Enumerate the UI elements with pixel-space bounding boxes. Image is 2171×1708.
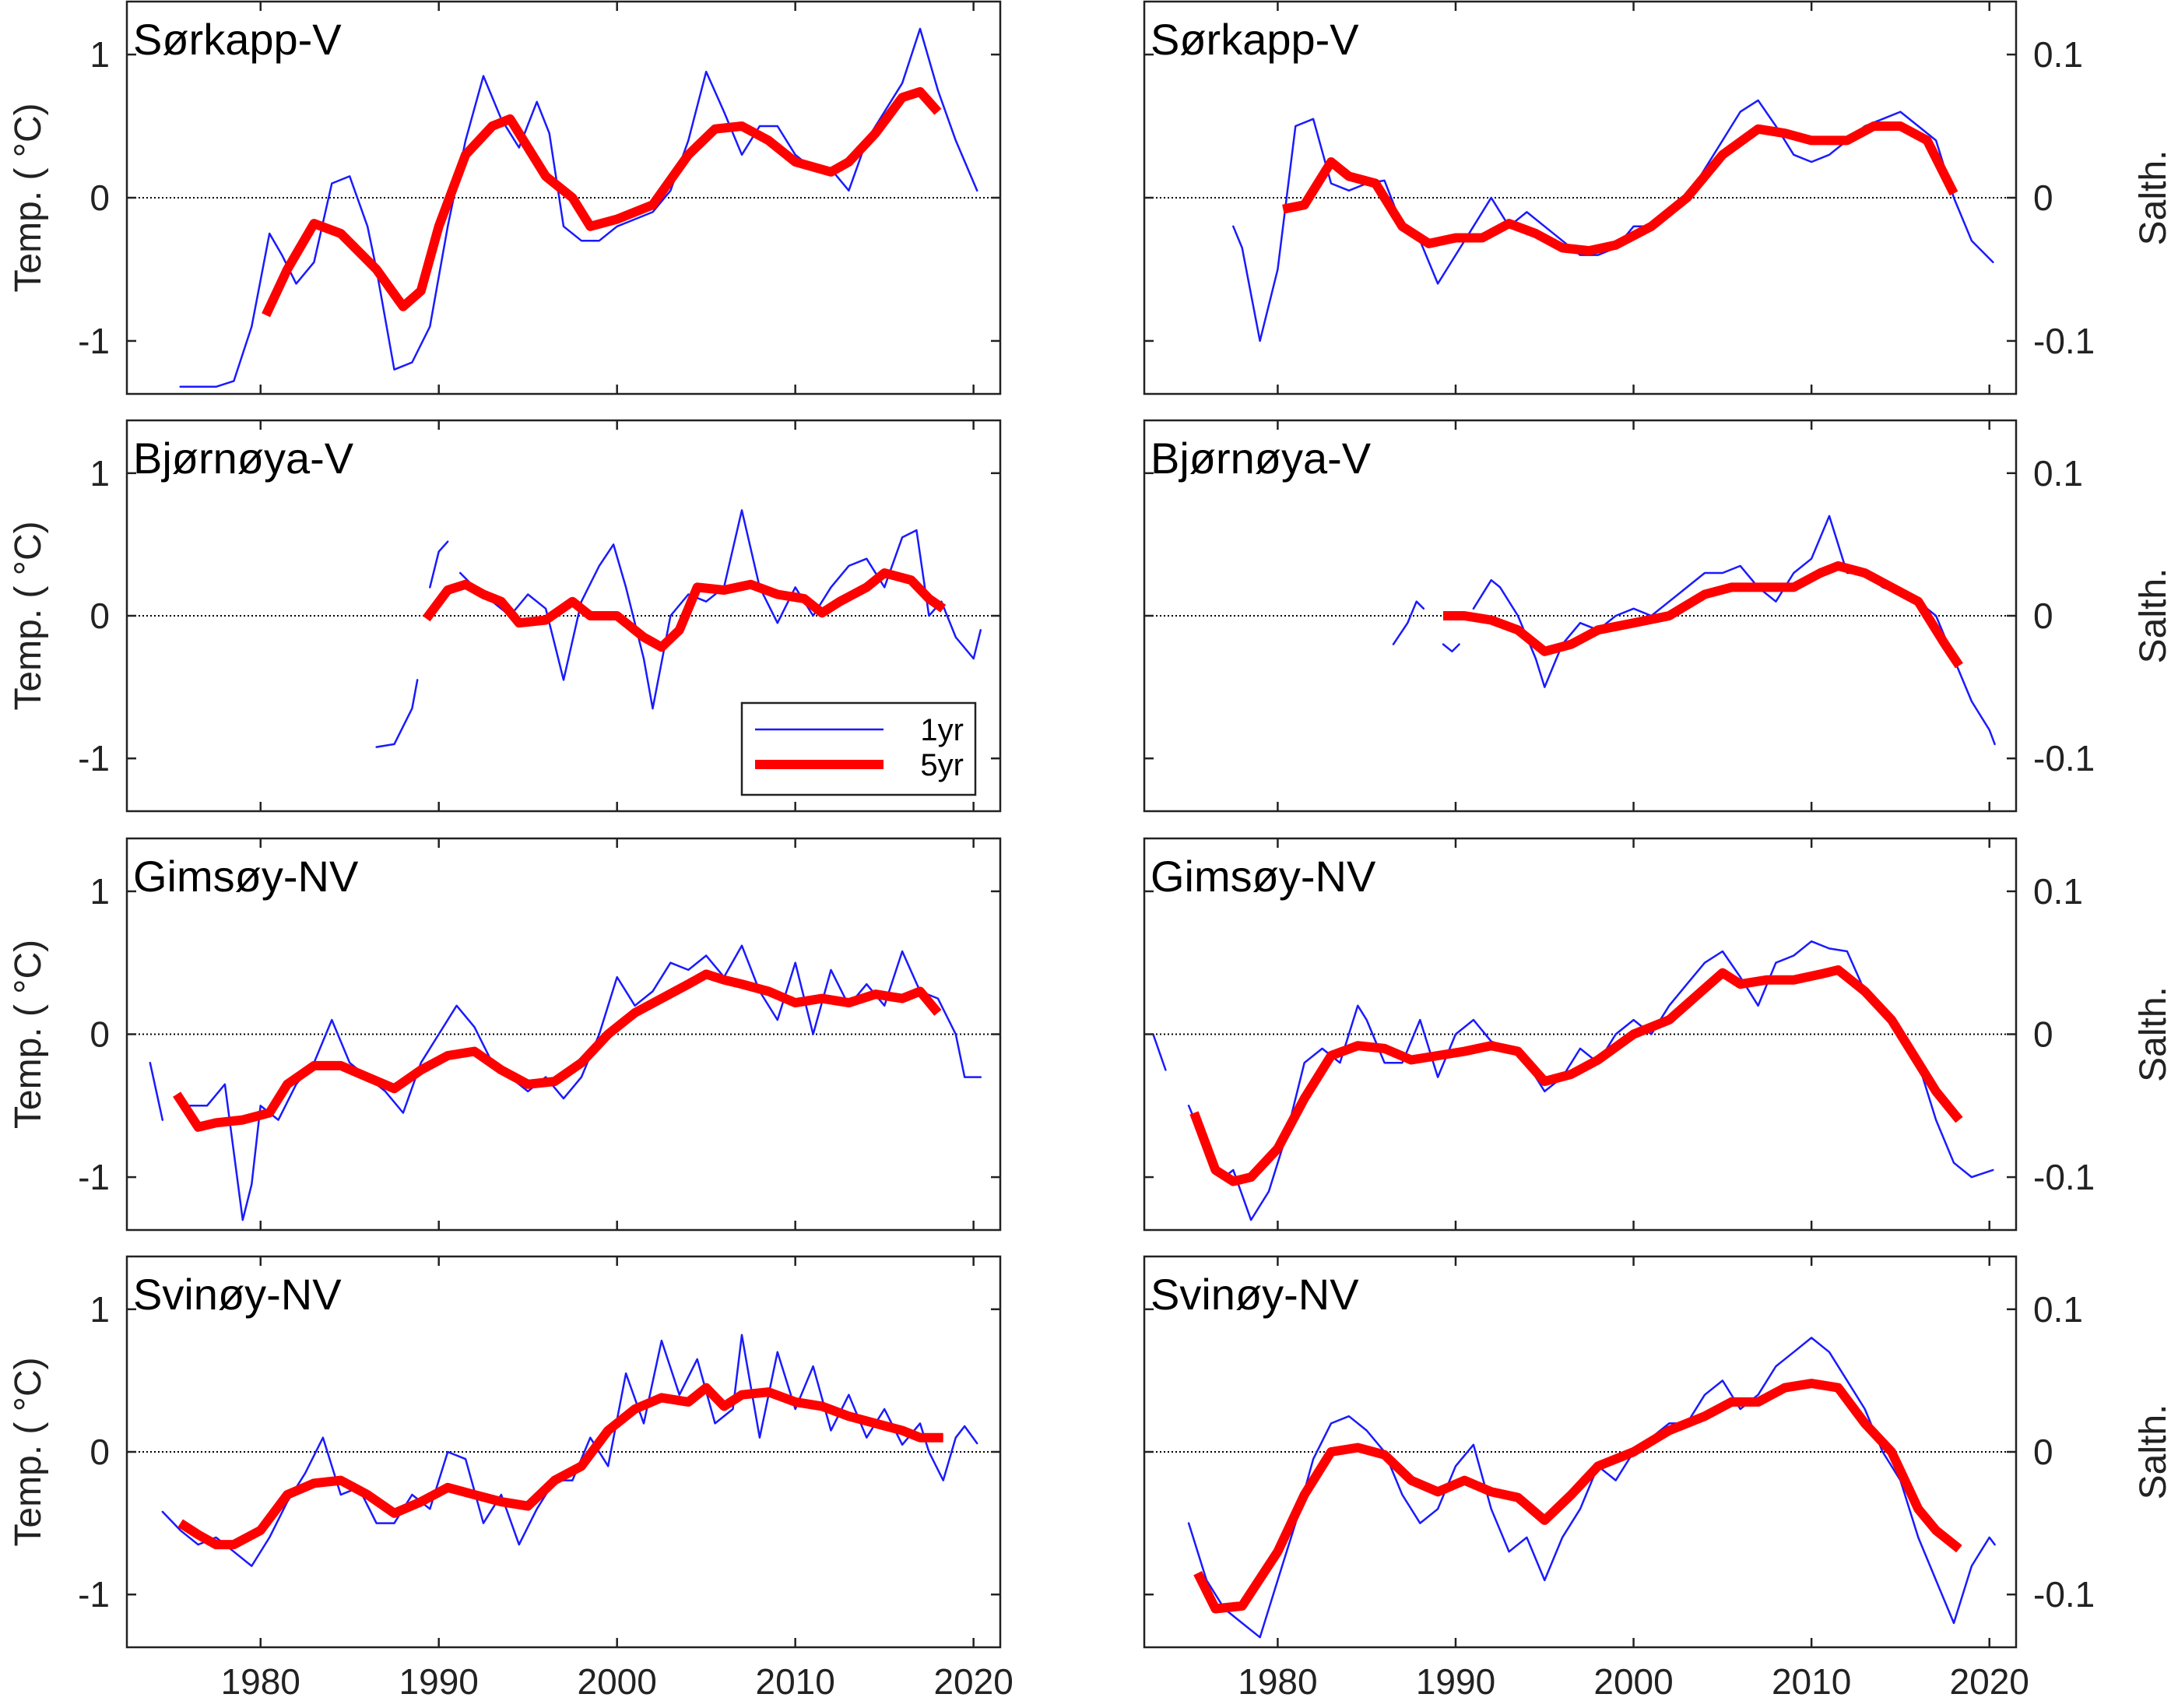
y-axis-label: Temp. ( °C)	[8, 103, 49, 292]
panel-7: 1980 1990 2000 2010 2020 -1 0 1 Temp. ( °C) Svinø…	[8, 1255, 1013, 1702]
y-axis-label: Temp. ( °C)	[8, 940, 49, 1129]
series-5yr-line	[1189, 965, 1963, 1186]
y-tick-label: 0	[2033, 1432, 2053, 1472]
series-1yr-line-1	[1152, 1033, 1167, 1071]
series-1yr-line-2	[1442, 643, 1460, 653]
y-tick-label: 0	[2033, 1014, 2053, 1055]
panel-title: Bjørnøya-V	[133, 434, 354, 483]
y-axis-label: Salth.	[2133, 150, 2171, 246]
x-tick-label: 2000	[1593, 1661, 1673, 1702]
y-axis-label: Salth.	[2133, 568, 2171, 664]
y-axis-label: Salth.	[2133, 1404, 2171, 1500]
panel-title: Gimsøy-NV	[133, 852, 359, 901]
y-tick-label: -1	[78, 1574, 110, 1615]
y-tick-label: 0.1	[2033, 34, 2083, 75]
series-5yr-line	[1443, 561, 1963, 669]
series-5yr-line	[422, 568, 947, 652]
y-tick-label: 0	[90, 177, 110, 218]
y-tick-label: 0	[90, 596, 110, 636]
x-tick-label: 2020	[933, 1661, 1013, 1702]
y-tick-label: 1	[90, 1289, 110, 1330]
series-1yr-line-2	[188, 944, 982, 1221]
panel-1: -1 0 1 Temp. ( °C) Sørkapp-V	[8, 0, 1002, 395]
series-5yr-line	[173, 969, 942, 1132]
y-tick-label: 0.1	[2033, 453, 2083, 494]
panel-title: Svinøy-NV	[1150, 1270, 1359, 1319]
y-tick-label: -1	[78, 1157, 110, 1197]
panel-4: -0.1 0 0.1 Salth. Bjørnøya-V	[1143, 419, 2171, 813]
x-tick-label: 2010	[756, 1661, 835, 1702]
y-tick-label: 1	[90, 34, 110, 75]
panel-title: Gimsøy-NV	[1150, 852, 1376, 901]
y-tick-label: -1	[78, 738, 110, 778]
panel-title: Svinøy-NV	[133, 1270, 342, 1319]
y-tick-label: 0	[90, 1014, 110, 1055]
panel-title: Sørkapp-V	[1150, 15, 1359, 64]
panel-6: -0.1 0 0.1 Salth. Gimsøy-NV	[1143, 837, 2171, 1232]
series-1yr-line-2	[1187, 940, 1994, 1221]
y-tick-label: -0.1	[2033, 1574, 2095, 1615]
panel-2: -0.1 0 0.1 Salth. Sørkapp-V	[1143, 0, 2171, 395]
panel-title: Sørkapp-V	[133, 15, 342, 64]
panel-8: 1980 1990 2000 2010 2020 -0.1 0 0.1 Salth. Svinøy…	[1143, 1255, 2171, 1702]
y-tick-label: 0	[90, 1432, 110, 1472]
y-axis-label: Salth.	[2133, 986, 2171, 1082]
x-tick-label: 1990	[1416, 1661, 1495, 1702]
x-tick-label: 1980	[1238, 1661, 1317, 1702]
series-1yr-line-3	[1472, 515, 1996, 746]
legend-box	[740, 701, 977, 796]
series-1yr-line-2	[429, 540, 449, 589]
panel-5: -1 0 1 Temp. ( °C) Gimsøy-NV	[8, 837, 1002, 1232]
x-tick-label: 2020	[1950, 1661, 2029, 1702]
y-tick-label: -0.1	[2033, 321, 2095, 361]
series-1yr-line-1	[149, 1061, 164, 1121]
series-1yr-line	[161, 1334, 978, 1567]
y-tick-label: 1	[90, 871, 110, 912]
x-tick-label: 2000	[578, 1661, 657, 1702]
y-tick-label: 0	[2033, 177, 2053, 218]
y-tick-label: -0.1	[2033, 1157, 2095, 1197]
panel-title: Bjørnøya-V	[1150, 434, 1372, 483]
series-1yr-line	[1232, 99, 1994, 343]
y-tick-label: -0.1	[2033, 738, 2095, 778]
series-5yr-line	[1282, 121, 1958, 256]
series-5yr-line	[1193, 1379, 1962, 1614]
series-1yr-line-1	[375, 679, 419, 748]
x-tick-label: 1990	[399, 1661, 479, 1702]
y-axis-label: Temp. ( °C)	[8, 521, 49, 710]
series-1yr-line-1	[1392, 600, 1425, 645]
series-5yr-line	[262, 86, 942, 318]
y-axis-label: Temp. ( °C)	[8, 1357, 49, 1546]
legend-5yr-label: 5yr	[920, 748, 964, 782]
y-tick-label: 0.1	[2033, 1289, 2083, 1330]
series-5yr-line	[177, 1383, 943, 1550]
y-tick-label: 0	[2033, 596, 2053, 636]
x-tick-label: 2010	[1772, 1661, 1851, 1702]
y-tick-label: 0.1	[2033, 871, 2083, 912]
x-tick-label: 1980	[221, 1661, 300, 1702]
legend-1yr-label: 1yr	[920, 713, 964, 747]
y-tick-label: 1	[90, 453, 110, 494]
y-tick-label: -1	[78, 321, 110, 361]
series-1yr-line-3	[458, 509, 982, 710]
